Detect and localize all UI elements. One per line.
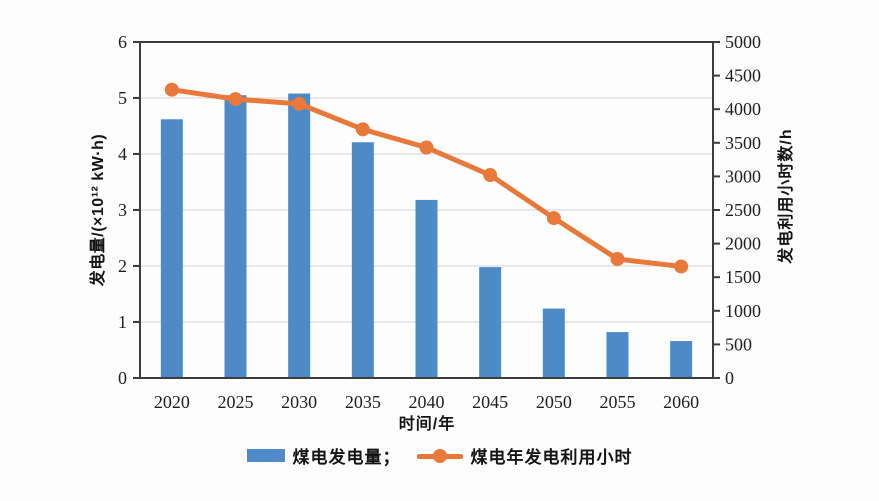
line-series-swatch <box>416 448 463 463</box>
bar-2035 <box>351 142 374 378</box>
x-label-2030: 2030 <box>281 392 317 412</box>
right-tick-label: 5000 <box>725 32 761 52</box>
left-tick-label: 4 <box>118 144 127 164</box>
legend-item-utilization-hours: 煤电年发电利用小时 <box>416 443 633 468</box>
left-tick-label: 0 <box>118 368 127 388</box>
legend-item-coal-generation: 煤电发电量； <box>246 443 401 468</box>
x-label-2045: 2045 <box>472 392 508 412</box>
right-tick-label: 4000 <box>725 99 761 119</box>
bar-2050 <box>542 308 565 378</box>
bar-series-coal-generation <box>160 93 693 379</box>
line-series-utilization-hours <box>164 82 689 274</box>
line-marker-2040 <box>419 140 434 155</box>
right-tick-label: 3000 <box>725 166 761 186</box>
x-label-2025: 2025 <box>218 392 254 412</box>
left-axis-title: 发电量/(×10¹² kW·h) <box>90 133 107 287</box>
x-label-2055: 2055 <box>600 392 636 412</box>
x-label-2020: 2020 <box>154 392 190 412</box>
line-marker-2030 <box>292 96 307 111</box>
line-marker-2060 <box>674 259 689 274</box>
x-label-2060: 2060 <box>663 392 699 412</box>
left-tick-label: 5 <box>118 88 127 108</box>
legend-label-utilization-hours: 煤电年发电利用小时 <box>470 448 633 467</box>
bar-2020 <box>160 119 183 378</box>
left-axis-ticks: 0 1 2 3 4 5 6 <box>118 32 140 388</box>
right-tick-label: 2000 <box>725 234 761 254</box>
bar-2030 <box>288 93 311 379</box>
bar-2055 <box>606 332 629 378</box>
bar-2025 <box>224 95 247 378</box>
bar-series-swatch <box>246 449 285 462</box>
line-marker-2020 <box>164 82 179 97</box>
line-marker-2025 <box>228 92 243 107</box>
line-marker-2050 <box>546 211 561 226</box>
right-axis-title: 发电利用小时数/h <box>778 128 795 264</box>
right-tick-label: 500 <box>725 334 752 354</box>
legend-label-coal-generation: 煤电发电量； <box>292 448 401 467</box>
bar-2040 <box>415 199 438 378</box>
x-label-2050: 2050 <box>536 392 572 412</box>
right-axis-ticks: 0 500 1000 1500 2000 2500 3000 3500 4000 4500 5000 <box>713 32 761 388</box>
left-tick-label: 3 <box>118 200 127 220</box>
x-label-2040: 2040 <box>409 392 445 412</box>
line-marker-2055 <box>610 252 625 267</box>
line-marker-2035 <box>355 122 370 137</box>
right-tick-label: 0 <box>725 368 734 388</box>
left-tick-label: 2 <box>118 256 127 276</box>
bar-2045 <box>479 267 502 378</box>
left-tick-label: 1 <box>118 312 127 332</box>
right-tick-label: 4500 <box>725 66 761 86</box>
legend: 煤电发电量； 煤电年发电利用小时 <box>0 443 879 468</box>
line-marker-2045 <box>483 168 498 183</box>
x-axis-labels: 2020 2025 2030 2035 2040 2045 2050 2055 2060 <box>154 392 699 412</box>
right-tick-label: 3500 <box>725 133 761 153</box>
bar-2060 <box>670 341 693 378</box>
right-tick-label: 1500 <box>725 267 761 287</box>
x-axis-title: 时间/年 <box>398 416 456 433</box>
x-label-2035: 2035 <box>345 392 381 412</box>
right-tick-label: 2500 <box>725 200 761 220</box>
left-tick-label: 6 <box>118 32 127 52</box>
right-tick-label: 1000 <box>725 301 761 321</box>
line-swatch-marker-icon <box>432 448 447 463</box>
